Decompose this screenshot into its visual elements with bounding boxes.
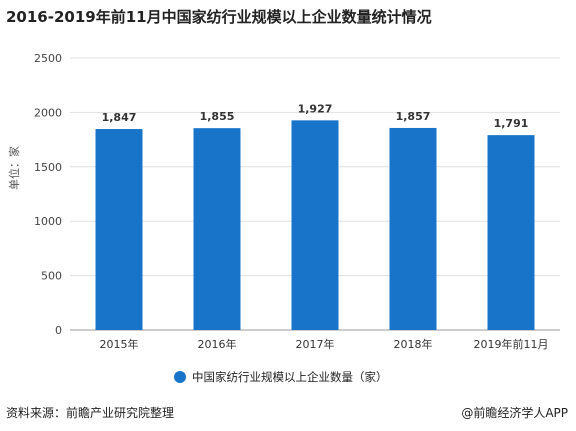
- legend-marker: [174, 371, 186, 383]
- bar: [487, 135, 535, 330]
- x-tick-label: 2019年前11月: [474, 337, 549, 351]
- y-tick-label: 500: [41, 270, 62, 283]
- credit-note: @前瞻经济学人APP: [461, 406, 568, 420]
- x-axis-ticks: 2015年 2016年 2017年 2018年 2019年前11月: [100, 337, 549, 351]
- data-label: 1,855: [200, 110, 235, 123]
- x-tick-label: 2018年: [394, 337, 433, 351]
- bar: [291, 120, 339, 330]
- bars: [95, 120, 535, 330]
- data-label: 1,791: [494, 117, 529, 130]
- legend: 中国家纺行业规模以上企业数量（家）: [174, 370, 388, 384]
- x-tick-label: 2015年: [100, 337, 139, 351]
- y-tick-label: 1000: [34, 215, 62, 228]
- y-axis-ticks: 0 500 1000 1500 2000 2500: [34, 52, 62, 337]
- data-label: 1,927: [298, 102, 333, 115]
- legend-label: 中国家纺行业规模以上企业数量（家）: [192, 370, 388, 384]
- data-labels: 1,847 1,855 1,927 1,857 1,791: [102, 102, 529, 130]
- data-label: 1,847: [102, 111, 137, 124]
- data-label: 1,857: [396, 110, 431, 123]
- x-tick-label: 2016年: [198, 337, 237, 351]
- chart-title: 2016-2019年前11月中国家纺行业规模以上企业数量统计情况: [6, 8, 432, 26]
- bar: [95, 129, 143, 330]
- y-tick-label: 2000: [34, 106, 62, 119]
- x-tick-label: 2017年: [296, 337, 335, 351]
- source-note: 资料来源：前瞻产业研究院整理: [6, 406, 175, 420]
- y-tick-label: 0: [55, 324, 62, 337]
- y-tick-label: 1500: [34, 161, 62, 174]
- bar: [193, 128, 241, 330]
- y-tick-label: 2500: [34, 52, 62, 65]
- bar: [389, 127, 437, 330]
- bar-chart: 0 500 1000 1500 2000 2500 1,847 1,855 1,927 1,85…: [34, 52, 560, 384]
